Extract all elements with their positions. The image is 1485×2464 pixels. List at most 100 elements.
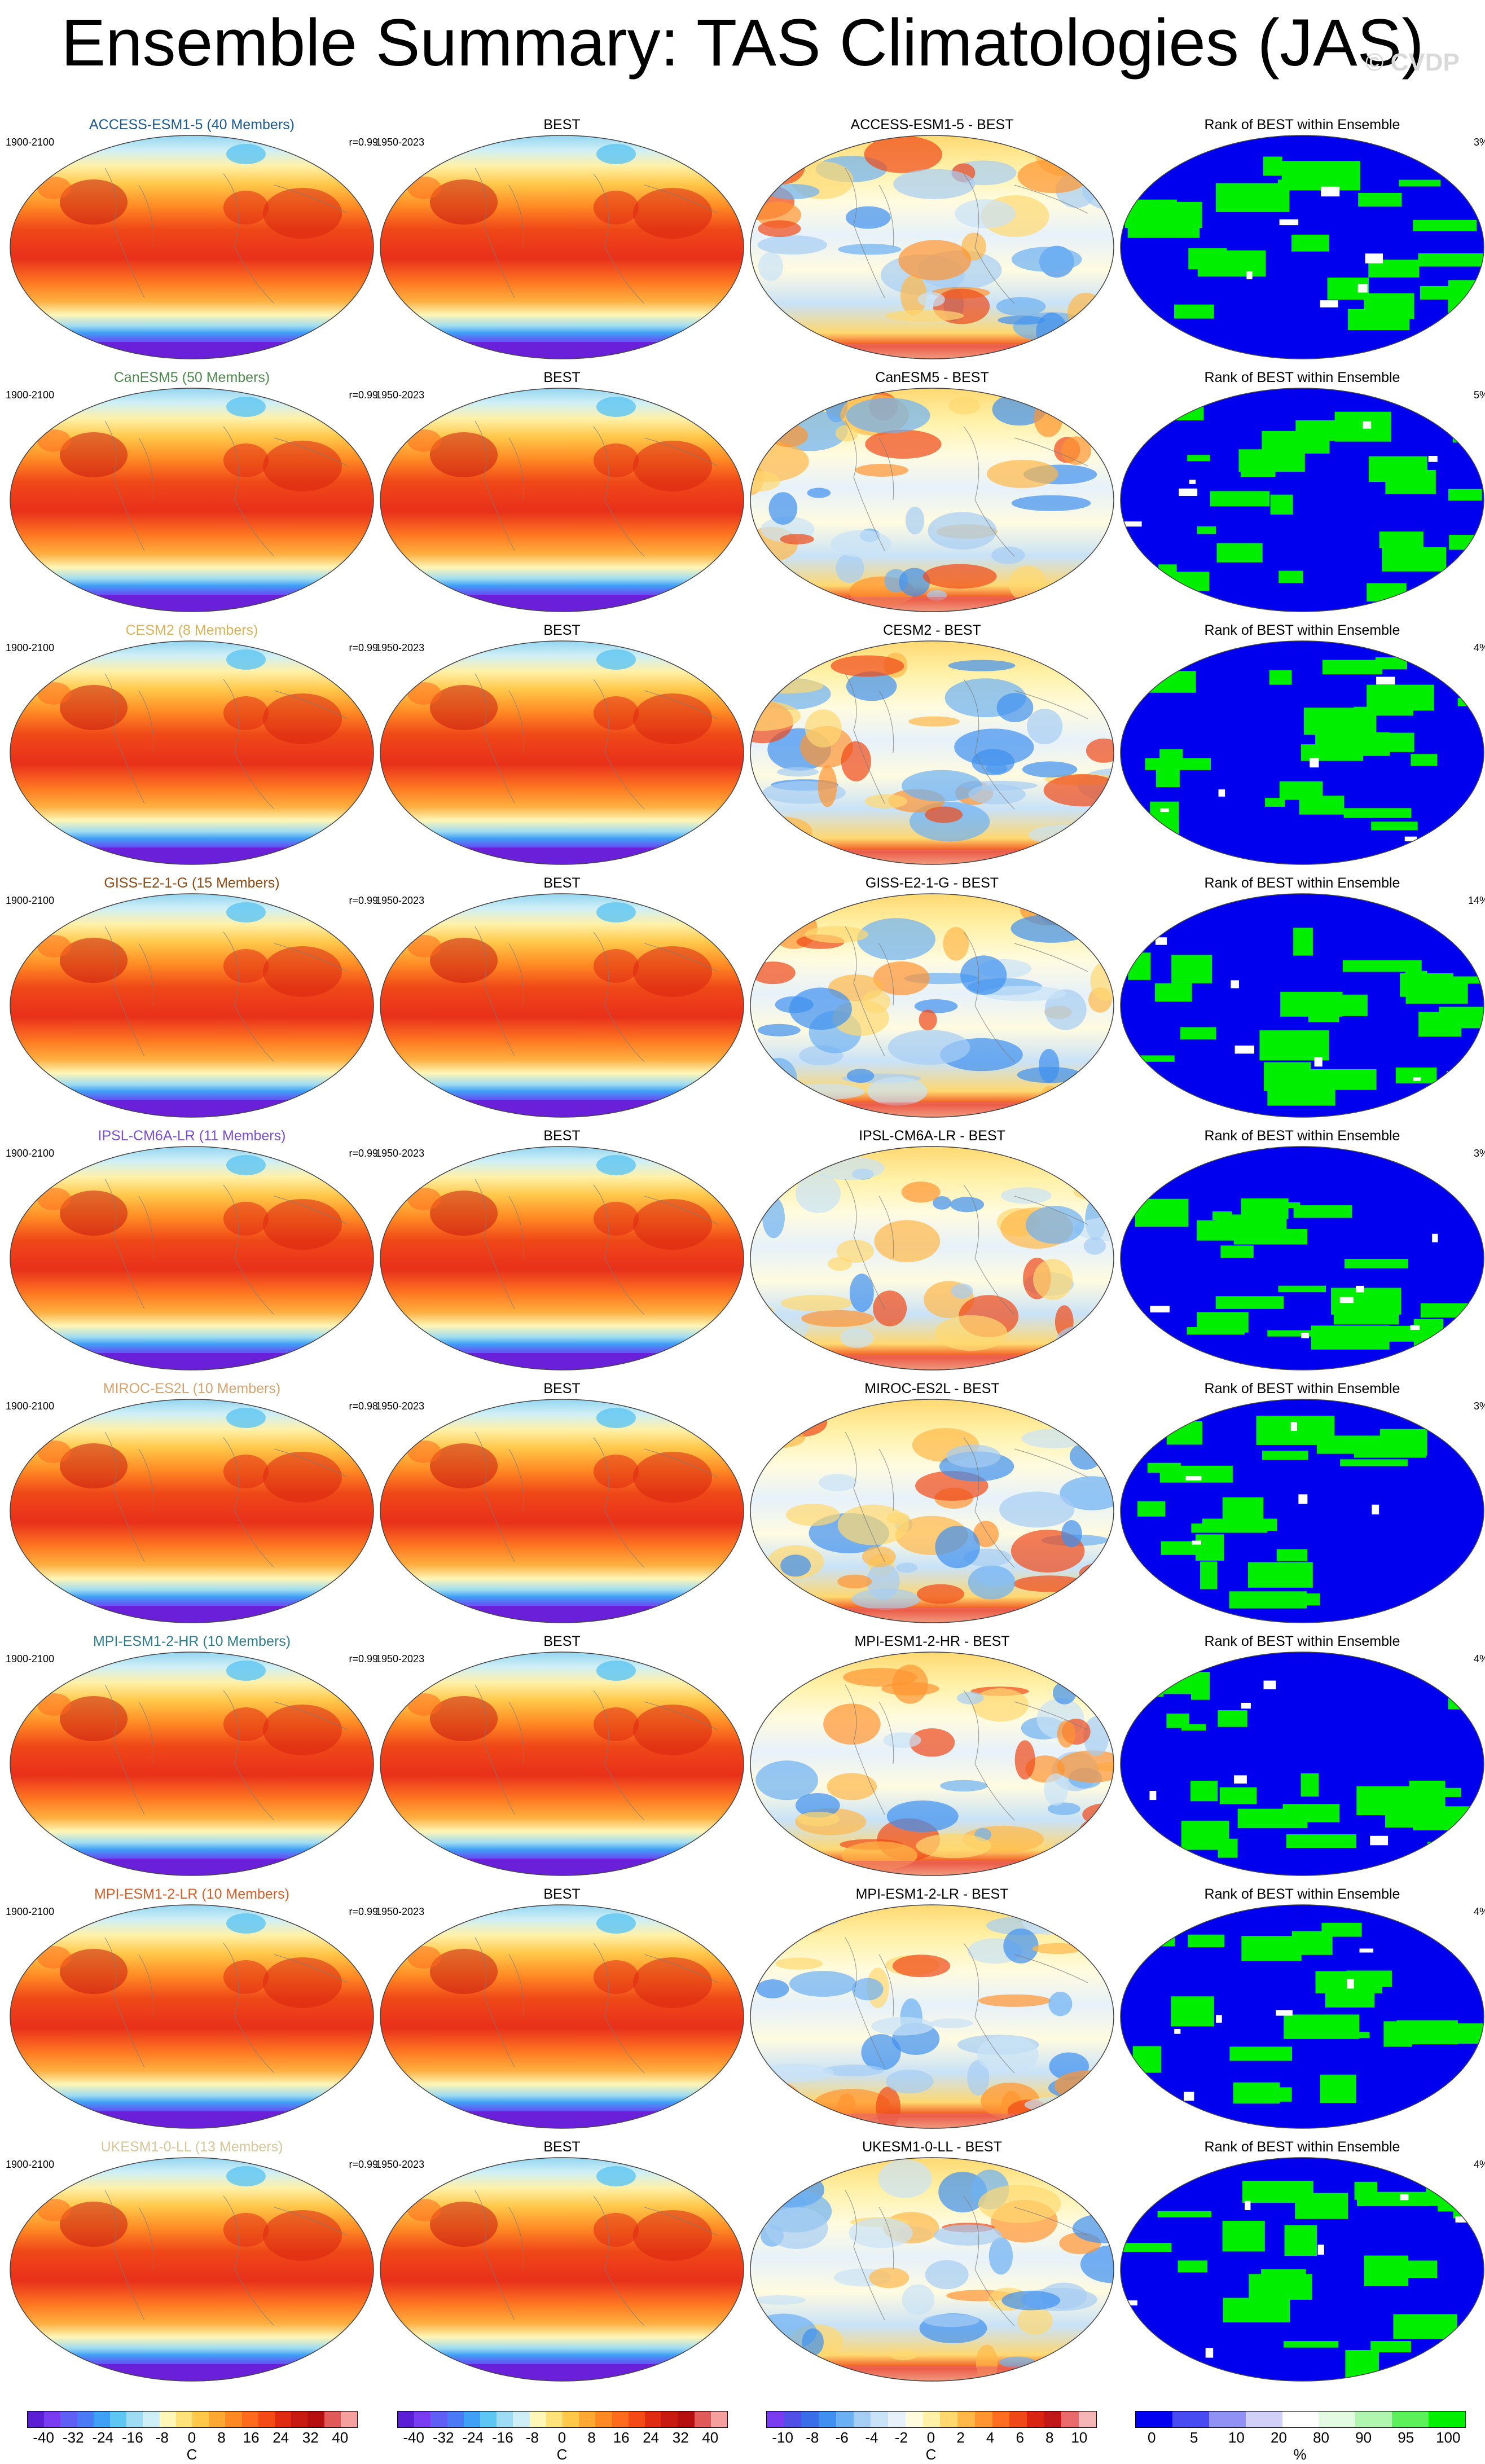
colorbar-unit: C (186, 2446, 197, 2463)
panel-title: BEST (543, 875, 581, 891)
colorbar-swatch (694, 2412, 711, 2427)
globe-outline (10, 640, 374, 865)
coastline-lines (475, 420, 718, 557)
globe-map (10, 2157, 374, 2382)
model-climatology-panel: MIROC-ES2L (10 Members) 1900-2100 r=0.98 (6, 1381, 378, 1630)
globe-outline (750, 1399, 1114, 1623)
colorbar-unit: % (1293, 2446, 1307, 2463)
coastline-lines (104, 420, 348, 557)
temperature-field (380, 1147, 744, 1370)
colorbar-tick-label: 24 (643, 2429, 660, 2446)
colorbar-swatch (645, 2412, 662, 2427)
colorbar-swatch (430, 2412, 447, 2427)
difference-panel: MPI-ESM1-2-LR - BEST (746, 1886, 1118, 2135)
globe-map (10, 135, 374, 359)
globe-outline (1120, 135, 1484, 359)
colorbar-unit: C (925, 2446, 937, 2463)
period-label: 1900-2100 (6, 137, 55, 148)
colorbar-tick-label: 80 (1313, 2429, 1329, 2446)
globe-outline (750, 893, 1114, 1118)
globe-map (750, 640, 1114, 865)
globe-outline (750, 2157, 1114, 2382)
colorbar-swatch (497, 2412, 513, 2427)
rank-panel: Rank of BEST within Ensemble 5% (1116, 370, 1485, 618)
globe-outline (1120, 1904, 1484, 2129)
globe-map (380, 1652, 744, 1876)
panel-title: BEST (543, 2139, 581, 2155)
percent-label: 4% (1473, 1906, 1485, 1917)
coastline-lines (104, 168, 348, 304)
colorbar-swatch (44, 2412, 61, 2427)
period-label: 1900-2100 (6, 1148, 55, 1159)
difference-panel: UKESM1-0-LL - BEST (746, 2139, 1118, 2388)
difference-panel: MPI-ESM1-2-HR - BEST (746, 1633, 1118, 1882)
temperature-field (10, 1652, 374, 1876)
colorbar-swatch (291, 2412, 308, 2427)
globe-map (380, 1146, 744, 1371)
panel-title: UKESM1-0-LL (13 Members) (100, 2139, 283, 2155)
colorbar-tick-label: -10 (772, 2429, 793, 2446)
colorbar-swatch (888, 2412, 906, 2427)
temperature-field (10, 2158, 374, 2381)
temperature-field (10, 1147, 374, 1370)
globe-map (380, 893, 744, 1118)
temperature-field (10, 1399, 374, 1623)
correlation-label: r=0.99 (349, 895, 378, 906)
globe-outline (380, 1652, 744, 1876)
colorbar-swatch (463, 2412, 481, 2427)
colorbar-swatch (1027, 2412, 1044, 2427)
percent-label: 14% (1468, 895, 1485, 906)
coastline-lines (845, 420, 1088, 557)
globe-outline (1120, 1652, 1484, 1876)
colorbar-tick-label: 4 (986, 2429, 995, 2446)
globe-map (380, 1904, 744, 2129)
colorbar-swatches (766, 2411, 1097, 2428)
colorbar-swatch (110, 2412, 127, 2427)
globe-map (10, 640, 374, 865)
period-label: 1950-2023 (376, 895, 425, 906)
period-label: 1950-2023 (376, 1653, 425, 1664)
globe-map (380, 2157, 744, 2382)
colorbar-tick-label: 32 (302, 2429, 319, 2446)
panel-title: Rank of BEST within Ensemble (1204, 622, 1400, 638)
temperature-field (380, 135, 744, 359)
difference-panel: MIROC-ES2L - BEST (746, 1381, 1118, 1630)
panel-title: MPI-ESM1-2-LR (10 Members) (94, 1886, 289, 1902)
globe-outline (10, 1652, 374, 1876)
colorbar-unit: C (556, 2446, 568, 2463)
colorbar-swatch (1355, 2412, 1392, 2427)
model-climatology-panel: ACCESS-ESM1-5 (40 Members) 1900-2100 r=0.9… (6, 117, 378, 366)
watermark: © CVDP (1365, 49, 1460, 76)
colorbar-tick-label: -32 (62, 2429, 84, 2446)
colorbar-tick-label: -8 (806, 2429, 819, 2446)
observed-climatology-panel: BEST 1950-2023 (376, 1633, 748, 1882)
colorbar: -10 -8 -6 -4 -2 0 2 4 6 8 10 C (766, 2411, 1097, 2464)
colorbar-swatch (143, 2412, 160, 2427)
colorbar-swatch (1209, 2412, 1246, 2427)
globe-outline (750, 1146, 1114, 1371)
colorbar-tick-label: 8 (587, 2429, 596, 2446)
panel-title: IPSL-CM6A-LR (11 Members) (98, 1128, 286, 1144)
colorbar-swatch (126, 2412, 143, 2427)
colorbar-tick-label: 0 (187, 2429, 196, 2446)
colorbar-swatch (974, 2412, 992, 2427)
period-label: 1900-2100 (6, 1906, 55, 1917)
period-label: 1950-2023 (376, 642, 425, 653)
panel-title: Rank of BEST within Ensemble (1204, 117, 1400, 133)
colorbar-tick-label: 32 (672, 2429, 689, 2446)
globe-map (10, 1904, 374, 2129)
globe-map (1120, 1904, 1484, 2129)
colorbar-swatch (77, 2412, 94, 2427)
difference-panel: GISS-E2-1-G - BEST (746, 875, 1118, 1124)
colorbar-swatch (258, 2412, 275, 2427)
percent-label: 4% (1473, 2159, 1485, 2170)
colorbar-swatch (1319, 2412, 1356, 2427)
globe-outline (10, 388, 374, 612)
coastline-lines (104, 673, 348, 810)
panel-title: CanESM5 - BEST (875, 370, 989, 385)
colorbar-swatch (175, 2412, 193, 2427)
observed-climatology-panel: BEST 1950-2023 (376, 2139, 748, 2388)
colorbar-tick-label: 10 (1228, 2429, 1245, 2446)
colorbar-tick-label: -40 (403, 2429, 424, 2446)
colorbar-swatch (957, 2412, 975, 2427)
